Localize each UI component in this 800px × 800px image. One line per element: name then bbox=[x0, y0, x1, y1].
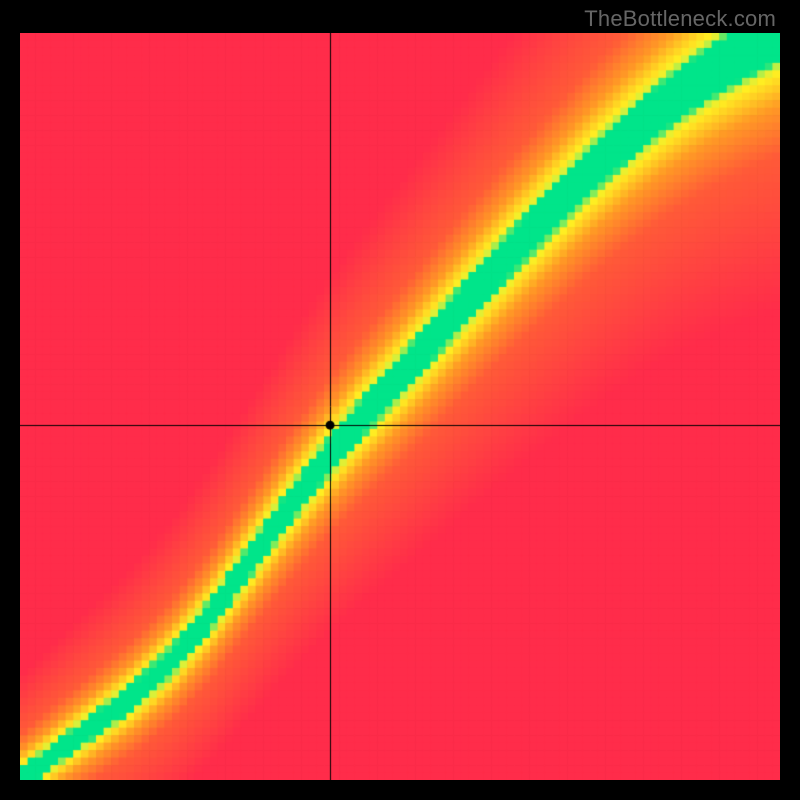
watermark-text: TheBottleneck.com bbox=[584, 6, 776, 32]
chart-container: TheBottleneck.com bbox=[0, 0, 800, 800]
overlay-canvas bbox=[20, 33, 780, 780]
